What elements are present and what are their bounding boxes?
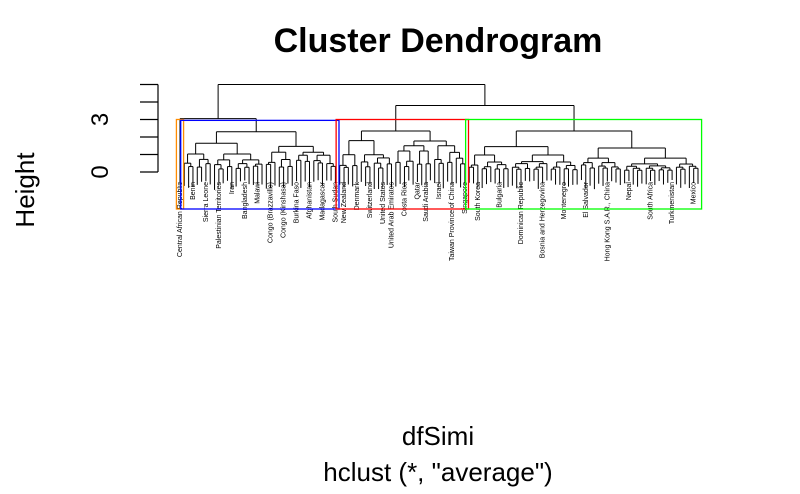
leaf-label: Benin (190, 182, 197, 200)
leaf-labels: Central African Republic Benin Sierra Leon… (177, 181, 698, 261)
leaf-label: Bulgaria (496, 182, 503, 208)
leaf-label: United Arab Emirates (389, 182, 396, 249)
cluster-box (464, 118, 703, 210)
leaf-label: Sierra Leone (203, 182, 210, 222)
leaf-label: El Salvador (583, 181, 590, 217)
leaf-label: Bosnia and Herzegovina (540, 182, 547, 258)
leaf-label: Costa Rica (401, 182, 408, 216)
leaf-label: Israel (436, 182, 443, 200)
leaf-label: Burkina Faso (294, 182, 301, 223)
leaf-label: United States (380, 182, 387, 225)
leaf-label: Qatar (414, 181, 421, 199)
leaf-label: South Korea (475, 182, 482, 221)
leaf-label: Denmark (354, 182, 361, 211)
y-tick-label: 3 (87, 113, 114, 126)
leaf-label: South Africa (648, 182, 655, 220)
leaf-label: Malawi (255, 182, 262, 204)
chart-title: Cluster Dendrogram (274, 22, 603, 60)
leaf-label: Switzerland (367, 182, 374, 218)
leaf-label: Mexico (691, 182, 698, 204)
leaf-label: Turkmenistan (669, 182, 676, 224)
leaf-label: Palestinian Territories (216, 182, 223, 249)
y-tick-label: 0 (87, 165, 114, 178)
cluster-boxes (175, 118, 703, 210)
leaf-label: Taiwan Province of China (449, 182, 456, 261)
cluster-box (175, 118, 185, 210)
leaf-label: New Zealand (341, 182, 348, 223)
leaf-label: Madagascar (319, 181, 326, 220)
leaf-label: Nepal (626, 182, 633, 201)
leaf-label: Dominican Republic (518, 182, 525, 245)
dendrogram-tree (179, 84, 699, 190)
cluster-box (180, 119, 340, 210)
leaf-label: Congo (Kinshasa) (281, 182, 288, 238)
y-axis: 03 (87, 83, 159, 179)
leaf-label: Hong Kong S.A.R., China (604, 182, 611, 261)
subtitle: hclust (*, "average") (323, 457, 552, 487)
leaf-label: Iran (229, 182, 236, 194)
leaf-label: Afghanistan (307, 182, 314, 219)
leaf-label: Montenegro (561, 182, 568, 219)
leaf-label: Central African Republic (177, 182, 184, 258)
x-axis-label: dfSimi (402, 421, 474, 451)
leaf-label: Saudi Arabia (423, 182, 430, 222)
leaf-label: Congo (Brazzaville) (268, 182, 275, 243)
cluster-box (335, 118, 470, 210)
y-axis-label: Height (10, 152, 40, 228)
leaf-label: Bangladesh (242, 182, 249, 219)
